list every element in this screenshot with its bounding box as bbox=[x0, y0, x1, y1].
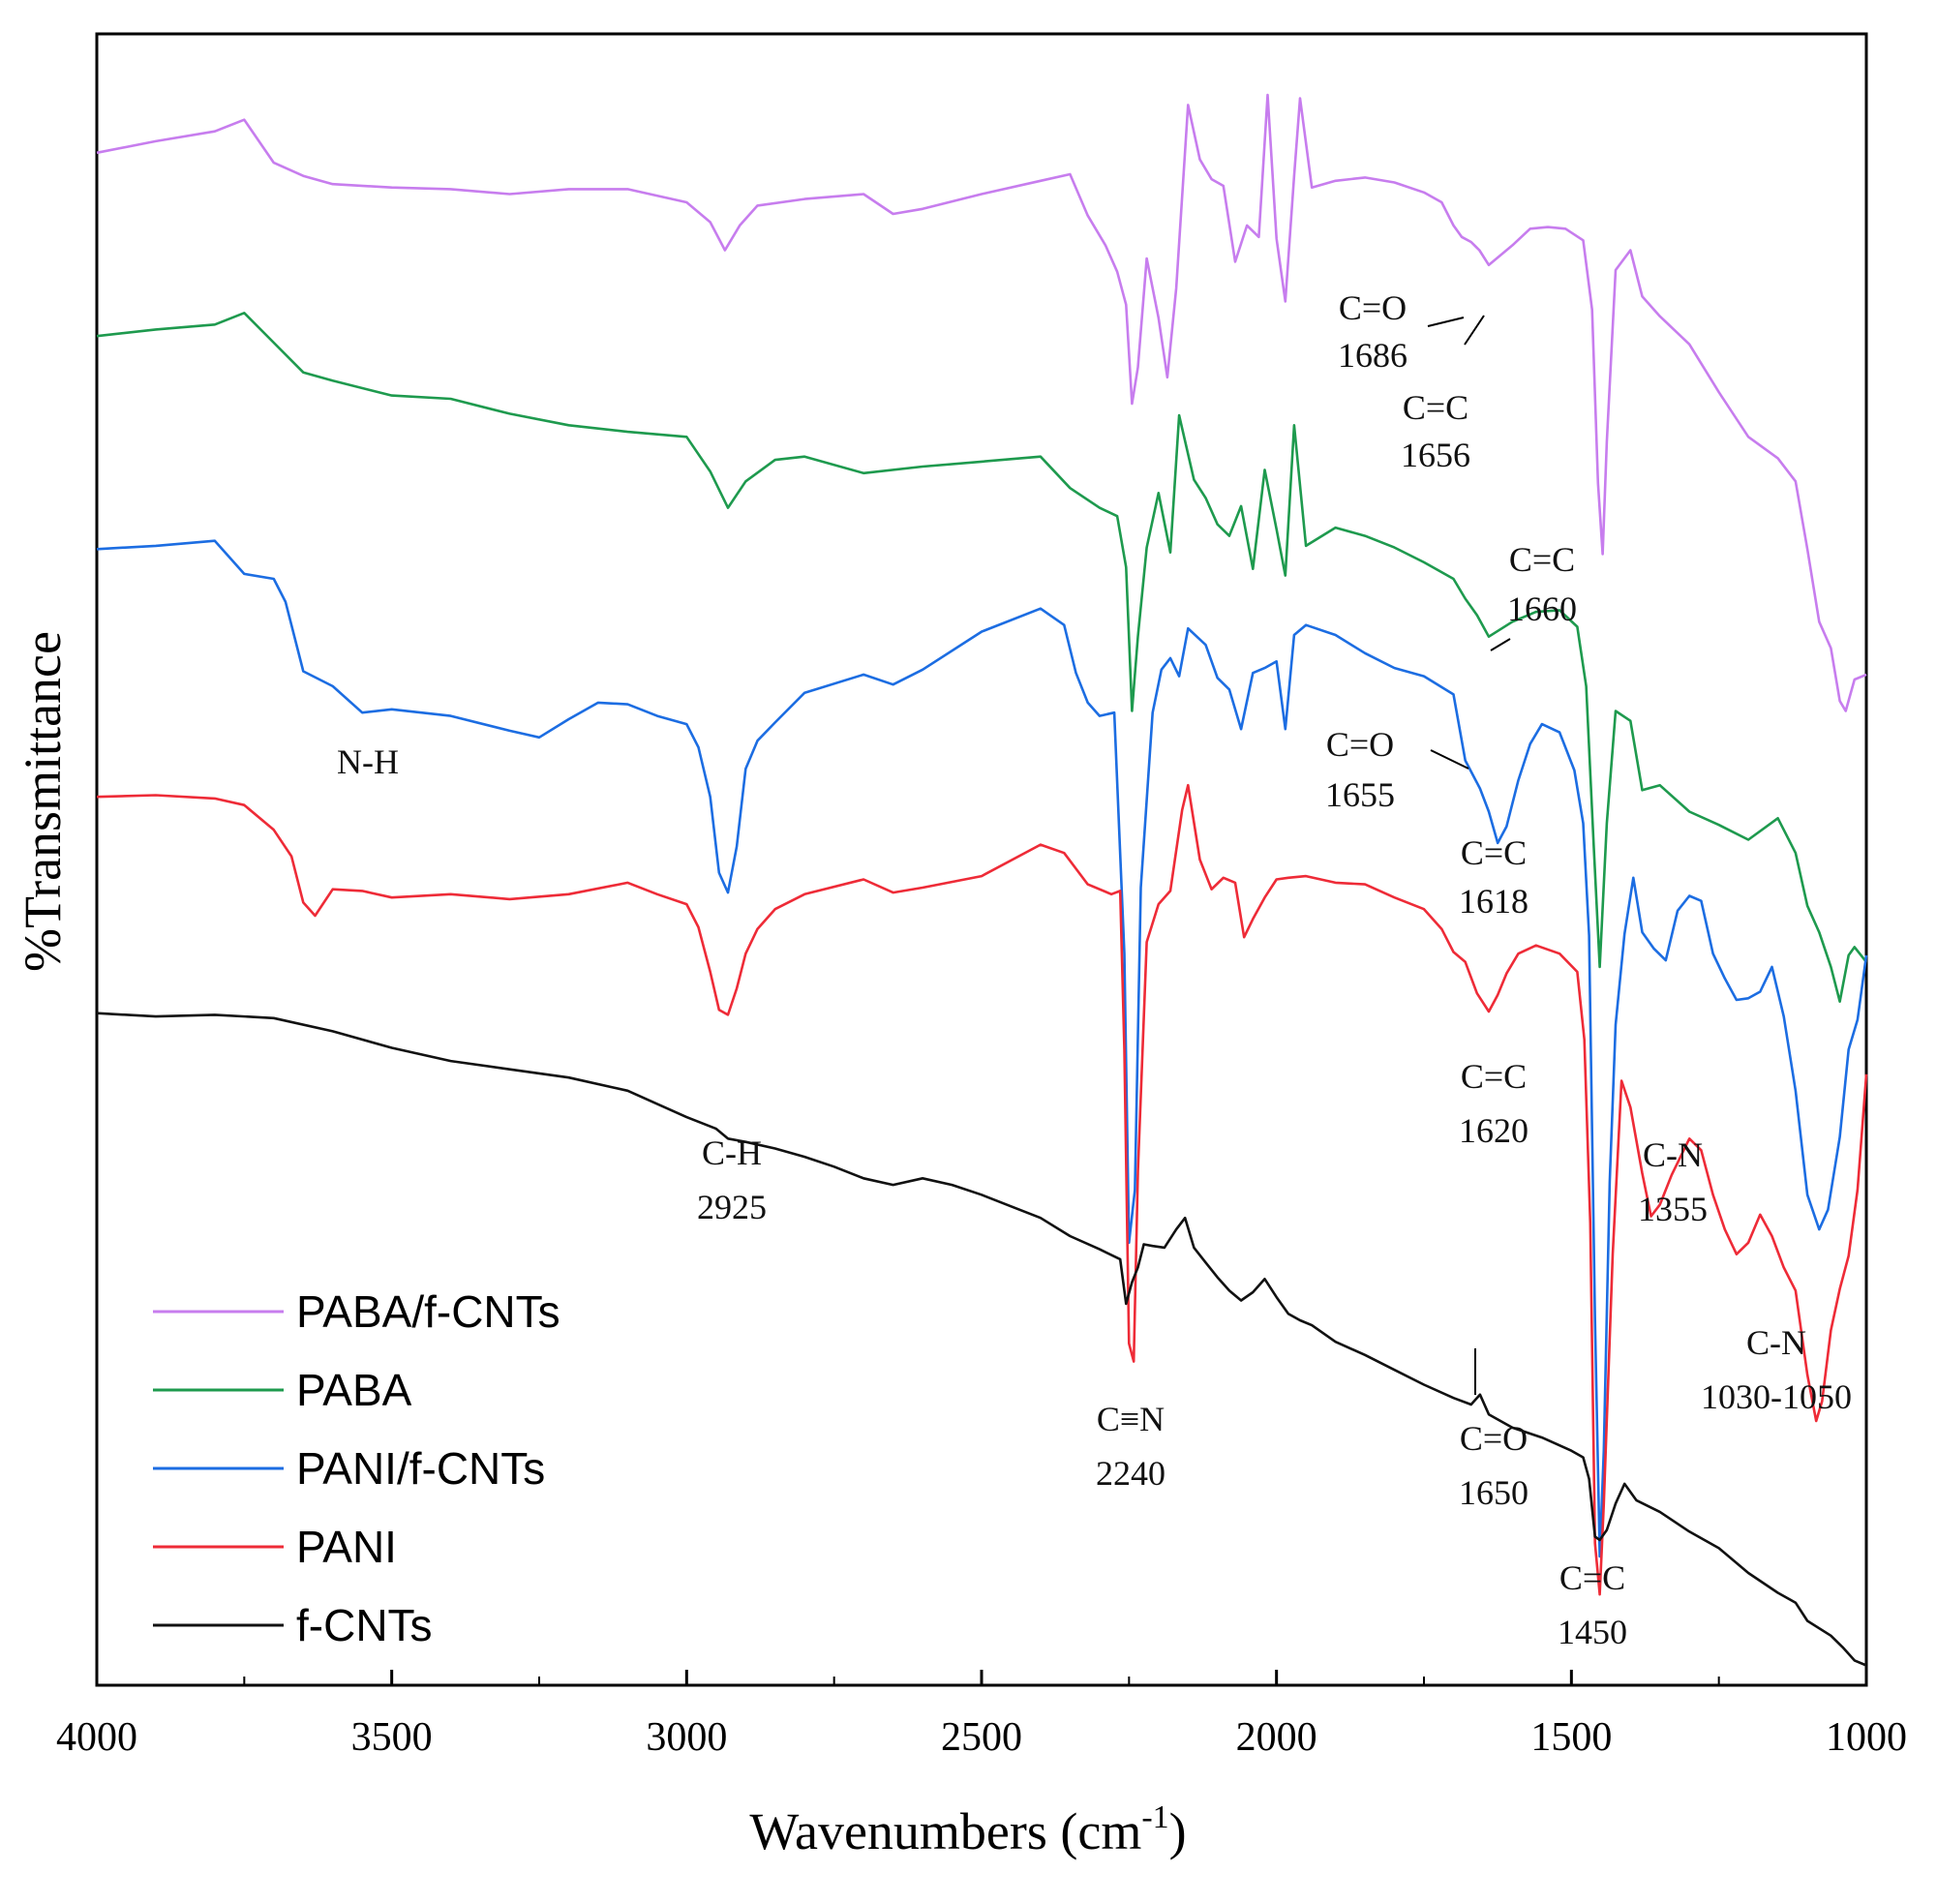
annotation-1-line-1: 1656 bbox=[1401, 436, 1470, 474]
annotation-8-line-1: 2925 bbox=[697, 1188, 767, 1226]
annotation-1-line-0: C=C bbox=[1403, 388, 1468, 427]
annotation-10-line-0: C≡N bbox=[1097, 1400, 1165, 1438]
x-tick-label-1: 3500 bbox=[351, 1715, 433, 1760]
x-tick-label-0: 4000 bbox=[56, 1715, 137, 1760]
annotations: C=O 1686 C=C 1656 C=C 1660 C=O 1655 C=C 1618 N-H C=… bbox=[337, 288, 1852, 1651]
legend-label-4: f-CNTs bbox=[296, 1600, 433, 1650]
annotation-5-line-0: N-H bbox=[337, 742, 399, 781]
annotation-12-line-1: 1450 bbox=[1558, 1613, 1627, 1651]
plot-frame bbox=[95, 32, 1868, 1687]
x-axis-title: Wavenumbers (cm-1) bbox=[749, 1799, 1186, 1860]
series-group bbox=[96, 93, 1868, 1667]
annotation-4-line-0: C=C bbox=[1461, 833, 1527, 872]
x-tick-label-4: 2000 bbox=[1236, 1715, 1317, 1760]
x-tick-label-3: 2500 bbox=[941, 1715, 1022, 1760]
annotation-2-line-1: 1660 bbox=[1507, 589, 1577, 628]
annotation-2-line-0: C=C bbox=[1509, 540, 1575, 579]
annotation-7-line-0: C-N bbox=[1643, 1135, 1703, 1174]
annotation-1: C=C 1656 bbox=[1401, 388, 1470, 474]
annotation-10: C≡N 2240 bbox=[1096, 1400, 1165, 1493]
annotation-leader-2 bbox=[1490, 638, 1511, 651]
series-line-paba bbox=[96, 312, 1868, 1003]
x-axis-title-sup: -1 bbox=[1141, 1799, 1168, 1835]
annotation-5: N-H bbox=[337, 742, 399, 781]
legend-label-3: PANI bbox=[296, 1522, 397, 1572]
annotation-12: C=C 1450 bbox=[1558, 1558, 1627, 1651]
legend: PABA/f-CNTs PABA PANI/f-CNTs PANI f-CNTs bbox=[153, 1286, 560, 1650]
annotation-10-line-1: 2240 bbox=[1096, 1454, 1165, 1493]
annotation-leader-1 bbox=[1464, 315, 1485, 346]
legend-label-0: PABA/f-CNTs bbox=[296, 1286, 560, 1337]
annotation-7: C-N 1355 bbox=[1638, 1135, 1708, 1228]
annotation-9-line-1: 1030-1050 bbox=[1701, 1377, 1852, 1416]
x-tick-label-5: 1500 bbox=[1530, 1715, 1612, 1760]
annotation-4-line-1: 1618 bbox=[1459, 882, 1528, 921]
annotation-9-line-0: C-N bbox=[1746, 1323, 1806, 1362]
x-tick-label-6: 1000 bbox=[1826, 1715, 1907, 1760]
annotation-11: C=O 1650 bbox=[1459, 1419, 1528, 1512]
annotation-4: C=C 1618 bbox=[1459, 833, 1528, 921]
legend-label-1: PABA bbox=[296, 1365, 412, 1415]
annotation-0: C=O 1686 bbox=[1338, 288, 1407, 375]
annotation-8-line-0: C-H bbox=[702, 1133, 762, 1172]
annotation-11-line-1: 1650 bbox=[1459, 1473, 1528, 1512]
series-line-paba-f-cnts bbox=[96, 93, 1867, 712]
x-axis-title-close: ) bbox=[1169, 1802, 1187, 1860]
x-axis-title-main: Wavenumbers (cm bbox=[749, 1802, 1141, 1860]
annotation-3-line-1: 1655 bbox=[1325, 775, 1395, 814]
legend-label-2: PANI/f-CNTs bbox=[296, 1443, 545, 1494]
annotation-leader-0 bbox=[1427, 317, 1465, 327]
annotation-11-line-0: C=O bbox=[1460, 1419, 1528, 1458]
annotation-12-line-0: C=C bbox=[1559, 1558, 1625, 1597]
annotation-9: C-N 1030-1050 bbox=[1701, 1323, 1852, 1416]
annotation-6: C=C 1620 bbox=[1459, 1057, 1528, 1150]
y-axis-title: %Transmittance bbox=[14, 631, 72, 972]
annotation-2: C=C 1660 bbox=[1507, 540, 1577, 628]
annotation-8: C-H 2925 bbox=[697, 1133, 767, 1226]
x-tick-label-2: 3000 bbox=[646, 1715, 727, 1760]
series-line-pani-f-cnts bbox=[96, 539, 1868, 1558]
annotation-7-line-1: 1355 bbox=[1638, 1190, 1708, 1228]
annotation-6-line-1: 1620 bbox=[1459, 1111, 1528, 1150]
annotation-6-line-0: C=C bbox=[1461, 1057, 1527, 1096]
x-axis: 4000 3500 3000 2500 2000 1500 1000 bbox=[56, 1670, 1907, 1760]
annotation-leader-3 bbox=[1430, 749, 1469, 770]
annotation-3: C=O 1655 bbox=[1325, 725, 1395, 814]
annotation-0-line-0: C=O bbox=[1339, 288, 1407, 327]
annotation-3-line-0: C=O bbox=[1326, 725, 1394, 764]
series-line-f-cnts bbox=[96, 1012, 1867, 1667]
series-line-pani bbox=[96, 783, 1868, 1596]
annotation-0-line-1: 1686 bbox=[1338, 336, 1407, 375]
